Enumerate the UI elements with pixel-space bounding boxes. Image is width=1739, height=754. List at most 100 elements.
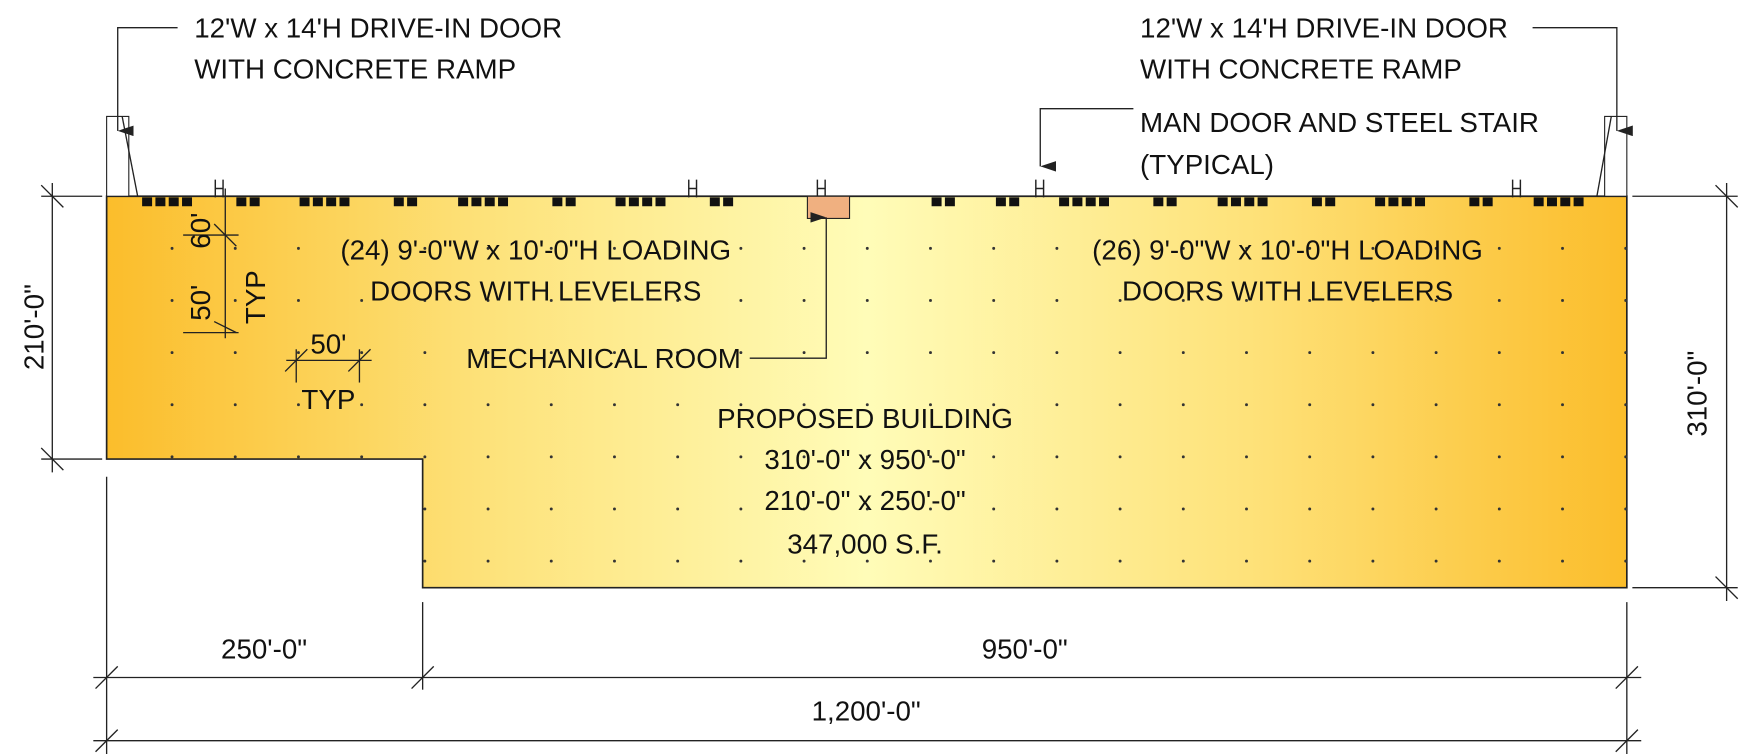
column-dot	[802, 351, 806, 355]
column-dot	[676, 299, 680, 302]
column-dot	[676, 559, 680, 563]
callout-text: 12'W x 14'H DRIVE-IN DOOR	[1140, 13, 1508, 44]
column-dot	[613, 507, 616, 511]
loading-door	[709, 197, 720, 207]
loading-door	[615, 197, 626, 207]
column-dot	[1118, 351, 1122, 355]
column-dot	[1181, 455, 1185, 459]
man-door	[214, 179, 224, 198]
loading-door	[155, 197, 166, 207]
column-dot	[929, 403, 932, 407]
column-dot	[929, 299, 932, 302]
column-dot	[1308, 246, 1312, 250]
column-dot	[992, 299, 996, 302]
loading-door	[1573, 197, 1584, 207]
loading-door	[1375, 197, 1386, 207]
column-dot	[549, 246, 553, 250]
column-dot	[170, 403, 174, 407]
column-dot	[1497, 299, 1501, 302]
loading-door	[326, 197, 337, 207]
loading-door	[1059, 197, 1070, 207]
loading-door	[1325, 197, 1336, 207]
column-dot	[802, 507, 806, 511]
dimension-lines	[40, 182, 1739, 754]
loading-door	[995, 197, 1006, 207]
callout-text: MAN DOOR AND STEEL STAIR	[1140, 107, 1539, 138]
column-dot	[1181, 246, 1185, 250]
column-dot	[1181, 299, 1185, 302]
column-dot	[1308, 351, 1312, 355]
column-dot	[1118, 403, 1122, 407]
column-dot	[1118, 246, 1122, 250]
loading-door	[498, 197, 509, 207]
column-dot	[1561, 507, 1564, 511]
leader	[1532, 27, 1633, 137]
loading-door	[1230, 197, 1241, 207]
dimension-label: 210'-0"	[18, 284, 49, 370]
column-dot	[486, 246, 490, 250]
loading-door	[723, 197, 734, 207]
column-dot	[1561, 403, 1564, 407]
loading-door	[1401, 197, 1412, 207]
column-dot	[1497, 246, 1501, 250]
loading-door	[1085, 197, 1096, 207]
column-dot	[360, 455, 364, 459]
loading-door	[168, 197, 179, 207]
column-dot	[297, 455, 300, 459]
column-dot	[613, 246, 616, 250]
column-dot	[423, 299, 427, 302]
loading-door	[1415, 197, 1426, 207]
loading-door	[339, 197, 350, 207]
column-dot	[549, 351, 553, 355]
column-dot	[1434, 246, 1438, 250]
column-dot	[170, 351, 174, 355]
loading-door	[1072, 197, 1083, 207]
column-dot	[802, 246, 806, 250]
ramp-edge	[1596, 116, 1612, 197]
column-dot	[233, 403, 237, 407]
column-dot	[1561, 351, 1564, 355]
loading-door	[299, 197, 310, 207]
column-dot	[423, 403, 427, 407]
column-dot	[360, 299, 364, 302]
column-dot	[170, 299, 174, 302]
column-dot	[1181, 559, 1185, 563]
loading-door	[655, 197, 666, 207]
loading-door	[249, 197, 260, 207]
callout-text: 12'W x 14'H DRIVE-IN DOOR	[194, 13, 562, 44]
column-dot	[613, 299, 616, 302]
column-dot	[1055, 351, 1059, 355]
column-dot	[486, 403, 490, 407]
loading-door	[1560, 197, 1571, 207]
column-dot	[1624, 403, 1628, 407]
loading-label: DOORS WITH LEVELERS	[370, 275, 701, 306]
loading-door	[484, 197, 495, 207]
leader	[749, 212, 827, 359]
column-dot	[1308, 455, 1312, 459]
column-dot	[739, 559, 743, 563]
column-dot	[802, 299, 806, 302]
column-dot	[1245, 299, 1248, 302]
loading-door	[552, 197, 563, 207]
column-dot	[1055, 559, 1059, 563]
column-dot	[739, 299, 743, 302]
column-dot	[1245, 507, 1248, 511]
loading-door	[628, 197, 639, 207]
column-dot	[1434, 559, 1438, 563]
column-dot	[992, 559, 996, 563]
column-dot	[1371, 559, 1375, 563]
column-dot	[865, 455, 869, 459]
column-dot	[170, 246, 174, 250]
column-dot	[1118, 299, 1122, 302]
column-dot	[676, 403, 680, 407]
loading-door	[236, 197, 247, 207]
loading-label: DOORS WITH LEVELERS	[1122, 275, 1453, 306]
column-dot	[1181, 507, 1185, 511]
column-dot	[1434, 507, 1438, 511]
column-dot	[297, 246, 300, 250]
loading-door	[142, 197, 153, 207]
column-dot	[992, 507, 996, 511]
column-dot	[676, 351, 680, 355]
column-dot	[1118, 559, 1122, 563]
